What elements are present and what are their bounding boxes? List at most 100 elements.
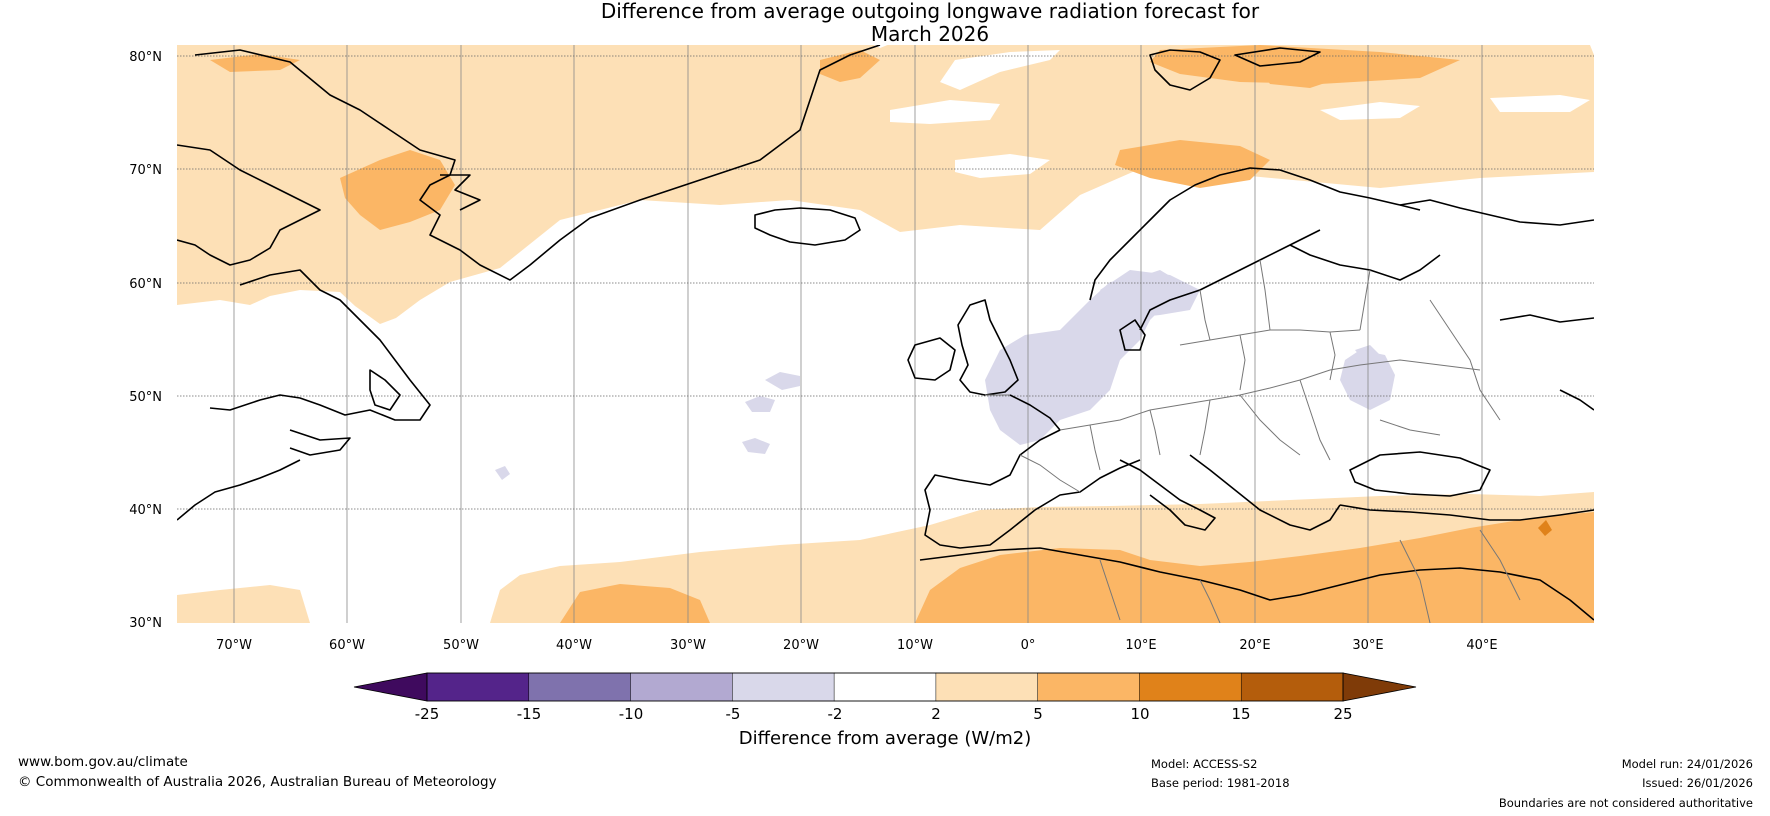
lon-label: 10°W <box>897 638 933 653</box>
coast-arctic-russia <box>1399 199 1594 226</box>
colorbar-segment <box>935 672 1039 702</box>
coast-north-africa <box>919 547 1594 621</box>
coast-caspian <box>1559 389 1594 411</box>
lon-label: 40°W <box>556 638 592 653</box>
negative-patch-scandinavia <box>1100 270 1200 318</box>
colorbar-frame <box>426 672 1344 702</box>
coast-baffin <box>177 144 321 266</box>
model-run-text: Model run: 24/01/2026 <box>1621 757 1753 771</box>
lat-label: 50°N <box>129 390 162 405</box>
colorbar-segment <box>1037 672 1141 702</box>
coast-ireland <box>907 337 956 381</box>
colorbar-segment <box>732 672 835 702</box>
colorbar-segment <box>528 672 632 702</box>
north-patch-strong <box>1260 66 1340 88</box>
colorbar-tick-label: 5 <box>1033 705 1043 723</box>
longitude-labels: 70°W 60°W 50°W 40°W 30°W 20°W 10°W 0° 10… <box>216 638 1498 653</box>
title-line-2: March 2026 <box>870 22 990 46</box>
coast-svalbard-east <box>1234 47 1321 67</box>
south-patch-strong <box>915 512 1594 623</box>
north-gap <box>1490 95 1590 112</box>
north-gap <box>1320 102 1420 120</box>
graticule <box>233 45 1483 623</box>
title-line-1: Difference from average outgoing longwav… <box>600 0 1260 23</box>
lon-label: 10°E <box>1125 638 1156 653</box>
lon-label: 30°W <box>670 638 706 653</box>
coast-us-east <box>177 459 301 521</box>
coast-svalbard <box>1149 49 1221 91</box>
disclaimer-text: Boundaries are not considered authoritat… <box>1498 796 1753 810</box>
base-period-text: Base period: 1981-2018 <box>1151 776 1290 790</box>
lat-label: 30°N <box>129 616 162 631</box>
lon-label: 0° <box>1021 638 1036 653</box>
latitude-lines <box>177 55 1594 510</box>
colorbar-tick-label: 25 <box>1333 705 1352 723</box>
coast-labrador <box>209 269 431 421</box>
lon-label: 60°W <box>329 638 365 653</box>
north-gap <box>940 50 1060 90</box>
coast-greenland <box>194 45 881 281</box>
coast-britain <box>957 299 1019 396</box>
coast-denmark <box>1119 319 1146 351</box>
latitude-labels: 80°N 70°N 60°N 50°N 40°N 30°N <box>129 50 162 631</box>
colorbar-segment <box>630 672 734 702</box>
coast-western-europe <box>924 394 1141 549</box>
coastlines <box>177 45 1594 621</box>
negative-patch-atlantic <box>495 466 510 480</box>
colorbar-segment <box>1240 672 1344 702</box>
colorbar-tick-label: -5 <box>726 705 741 723</box>
north-gap <box>1590 45 1594 55</box>
colorbar-segment <box>1139 672 1242 702</box>
website-link[interactable]: www.bom.gov.au/climate <box>18 754 188 770</box>
lon-label: 20°E <box>1239 638 1270 653</box>
north-patch-strong <box>1115 140 1270 188</box>
colorbar-tick-label: 2 <box>931 705 941 723</box>
colorbar-tick-label: 10 <box>1130 705 1149 723</box>
negative-patch-east <box>1355 345 1380 362</box>
colorbar-tick-label: -10 <box>619 705 644 723</box>
map-panel <box>177 45 1594 623</box>
coast-black-sea <box>1349 451 1491 497</box>
lat-label: 40°N <box>129 503 162 518</box>
colorbar-tick-label: -15 <box>517 705 542 723</box>
lat-label: 60°N <box>129 277 162 292</box>
coast-italy <box>1119 459 1216 531</box>
north-gap <box>890 100 1000 124</box>
model-text: Model: ACCESS-S2 <box>1151 757 1258 771</box>
coast-sweden <box>1139 229 1321 331</box>
south-patch-darker <box>1538 520 1552 536</box>
negative-patch-atlantic <box>765 372 800 390</box>
colorbar-title: Difference from average (W/m2) <box>738 728 1032 749</box>
coast-iceland <box>754 207 861 246</box>
coast-russia-north <box>1499 314 1594 323</box>
coast-norway <box>1089 167 1421 301</box>
lon-label: 30°E <box>1352 638 1383 653</box>
north-patch-strong <box>340 150 455 230</box>
coast-greenland-inner <box>440 174 481 211</box>
colorbar-tick-label: 15 <box>1231 705 1250 723</box>
lon-label: 20°W <box>783 638 819 653</box>
colorbar-extension-low <box>353 672 428 702</box>
colorbar-segment <box>833 672 937 702</box>
negative-patch-atlantic <box>742 438 770 454</box>
south-patch-strong <box>560 584 710 623</box>
copyright-text: © Commonwealth of Australia 2026, Austra… <box>18 774 497 790</box>
south-anomaly-band <box>177 585 310 623</box>
lat-label: 70°N <box>129 163 162 178</box>
coast-nova-scotia <box>289 429 351 456</box>
colorbar-extension-high <box>1342 672 1417 702</box>
colorbar <box>353 672 1417 702</box>
negative-patch-atlantic <box>745 396 775 412</box>
lon-label: 70°W <box>216 638 252 653</box>
negative-patch-east <box>1340 350 1395 410</box>
chart-title: Difference from average outgoing longwav… <box>0 0 1770 46</box>
north-gap <box>955 154 1050 178</box>
colorbar-tick-label: -2 <box>828 705 843 723</box>
coast-turkey <box>1339 504 1594 521</box>
lon-label: 40°E <box>1466 638 1497 653</box>
colorbar-ticks: -25 -15 -10 -5 -2 2 5 10 15 25 <box>415 705 1353 723</box>
coast-newfoundland <box>369 369 401 411</box>
colorbar-segment <box>426 672 530 702</box>
north-anomaly-band <box>177 45 1594 324</box>
